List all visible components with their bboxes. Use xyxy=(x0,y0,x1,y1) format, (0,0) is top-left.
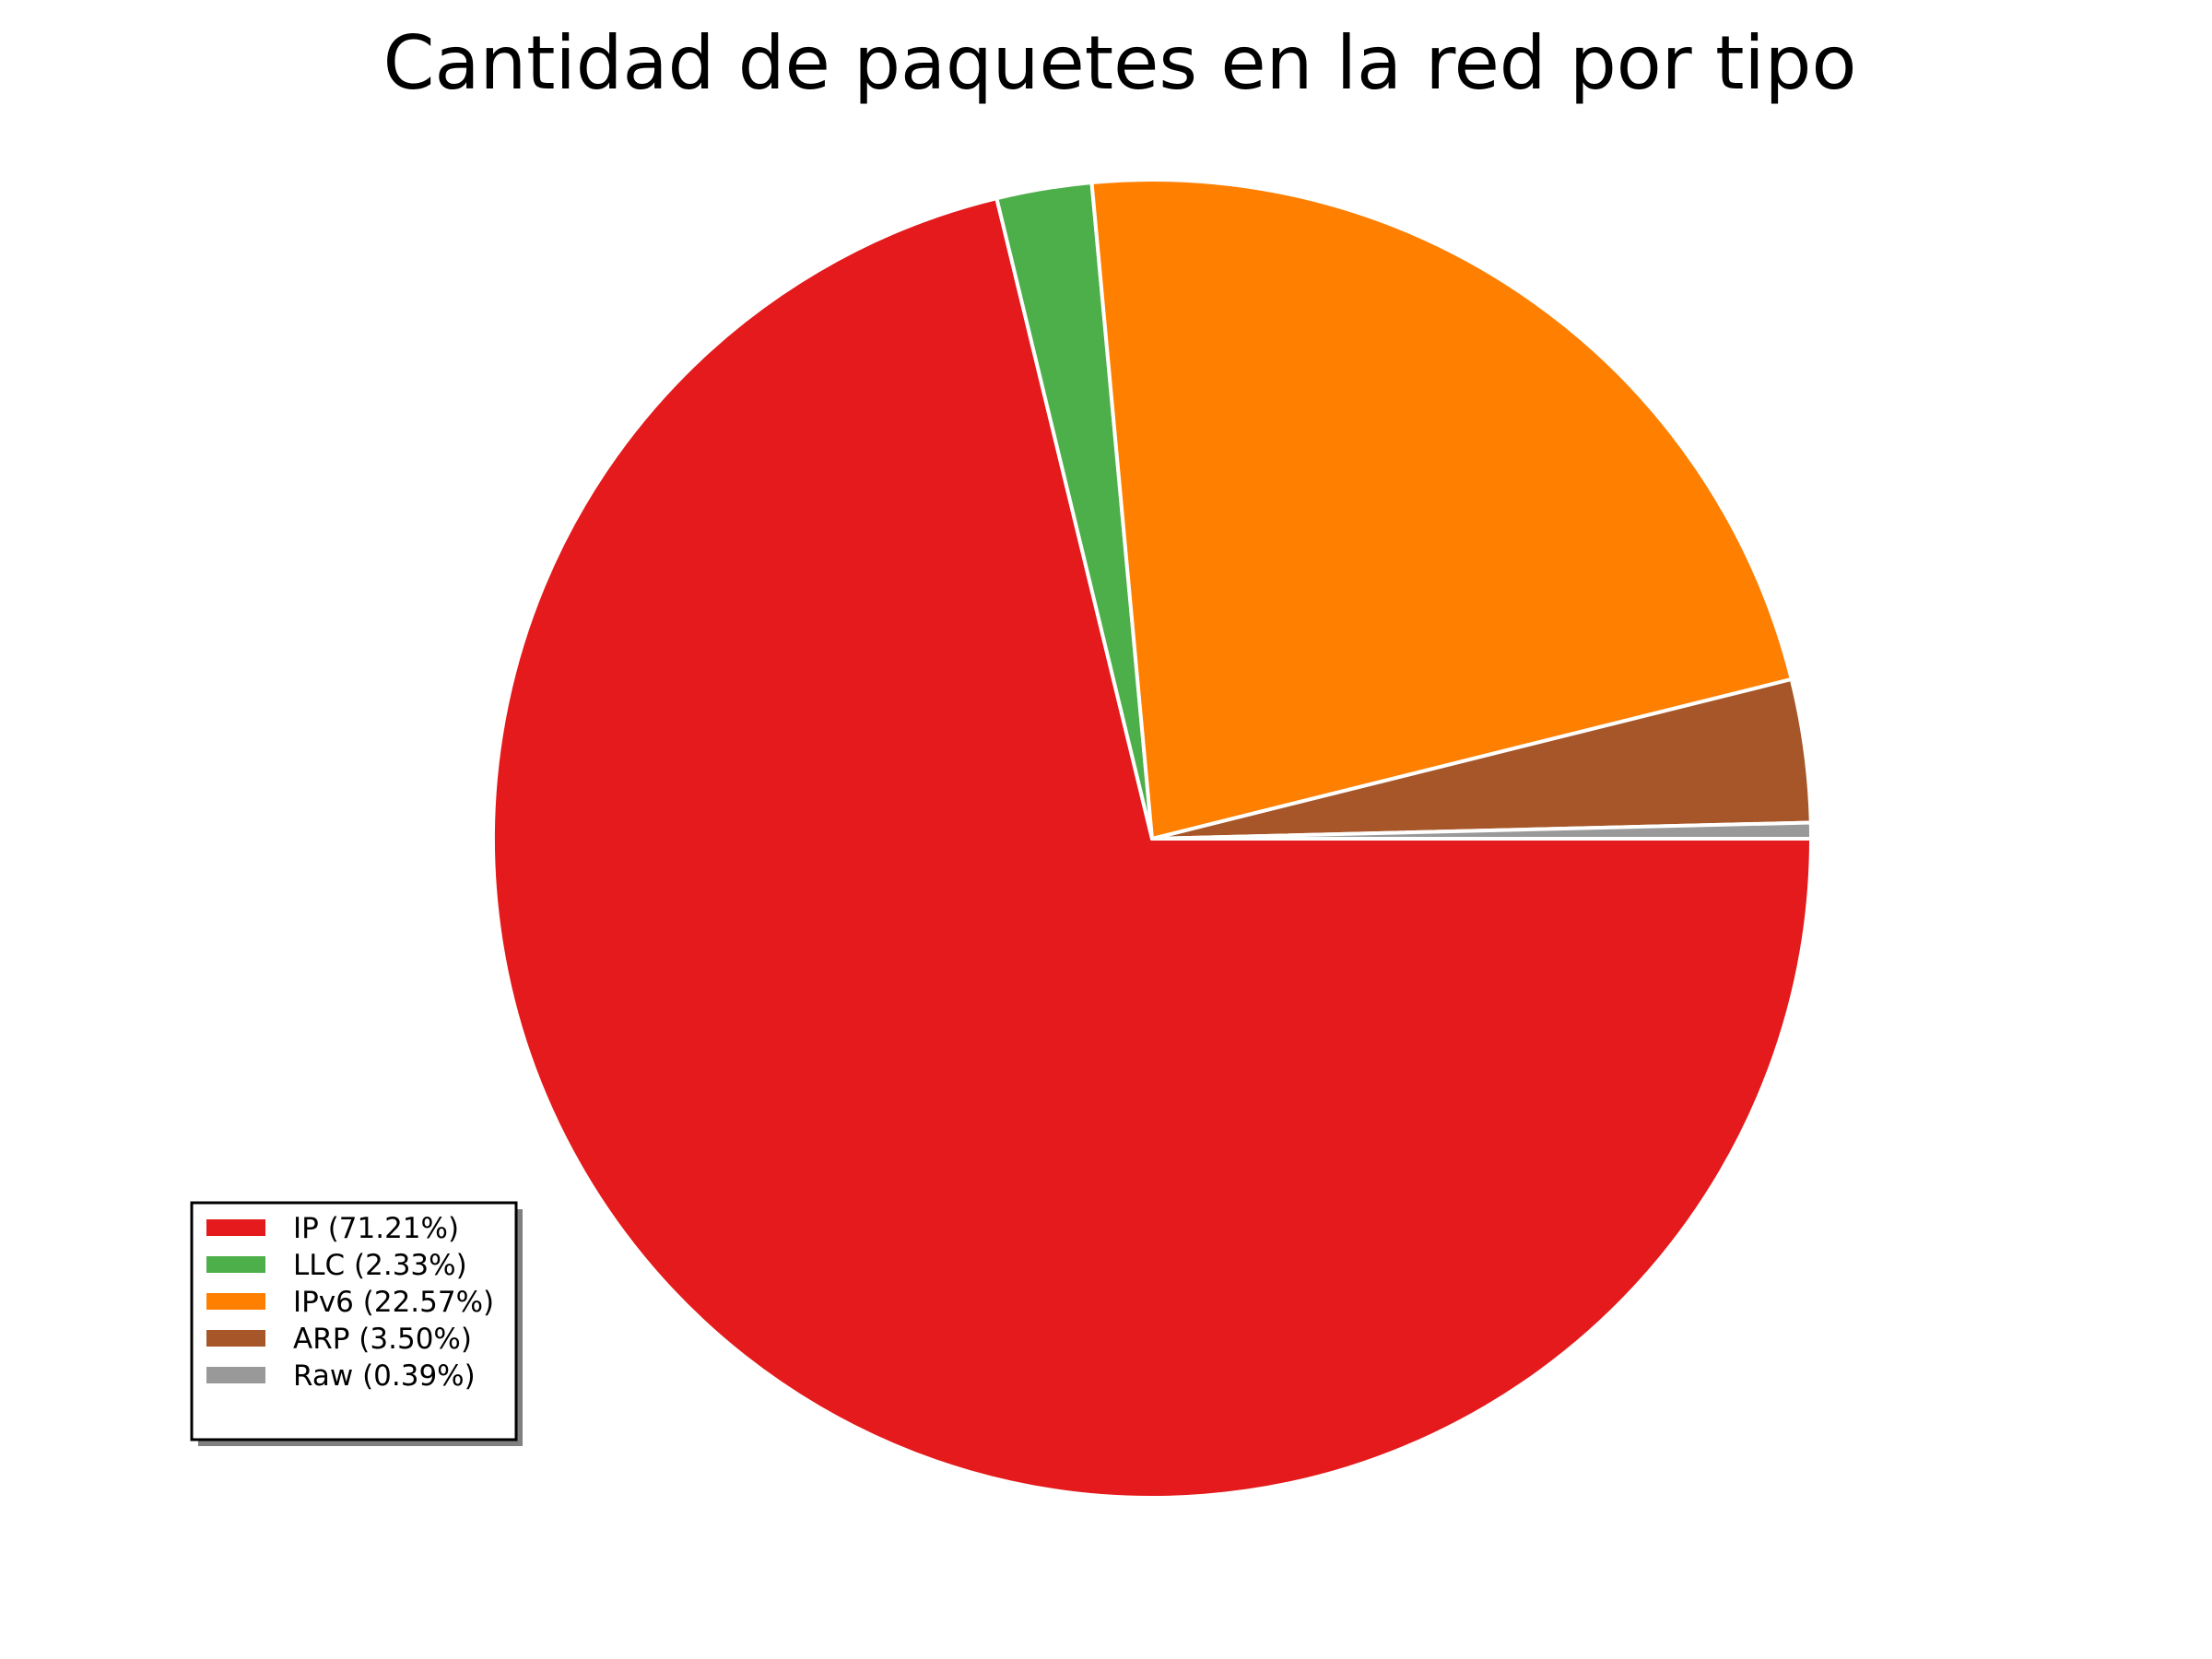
legend-swatch-ipv6 xyxy=(206,1293,265,1310)
chart-title: Cantidad de paquetes en la red por tipo xyxy=(383,20,1857,106)
legend-swatch-raw xyxy=(206,1367,265,1383)
legend-label-llc: LLC (2.33%) xyxy=(293,1249,467,1282)
legend-label-raw: Raw (0.39%) xyxy=(293,1359,476,1393)
pie-slice-ipv6 xyxy=(1089,178,1794,841)
legend-swatch-arp xyxy=(206,1330,265,1347)
legend-label-ipv6: IPv6 (22.57%) xyxy=(293,1286,494,1319)
pie-slices xyxy=(491,178,1814,1500)
legend-swatch-llc xyxy=(206,1256,265,1273)
legend-label-arp: ARP (3.50%) xyxy=(293,1323,472,1356)
pie-slice-ip xyxy=(491,196,1813,1500)
pie-slice-raw xyxy=(1150,820,1814,841)
legend-label-ip: IP (71.21%) xyxy=(293,1212,459,1245)
legend-box xyxy=(190,1201,518,1441)
legend: IP (71.21%) LLC (2.33%) IPv6 (22.57%) ARP (… xyxy=(190,1201,523,1446)
legend-swatch-ip xyxy=(206,1219,265,1236)
